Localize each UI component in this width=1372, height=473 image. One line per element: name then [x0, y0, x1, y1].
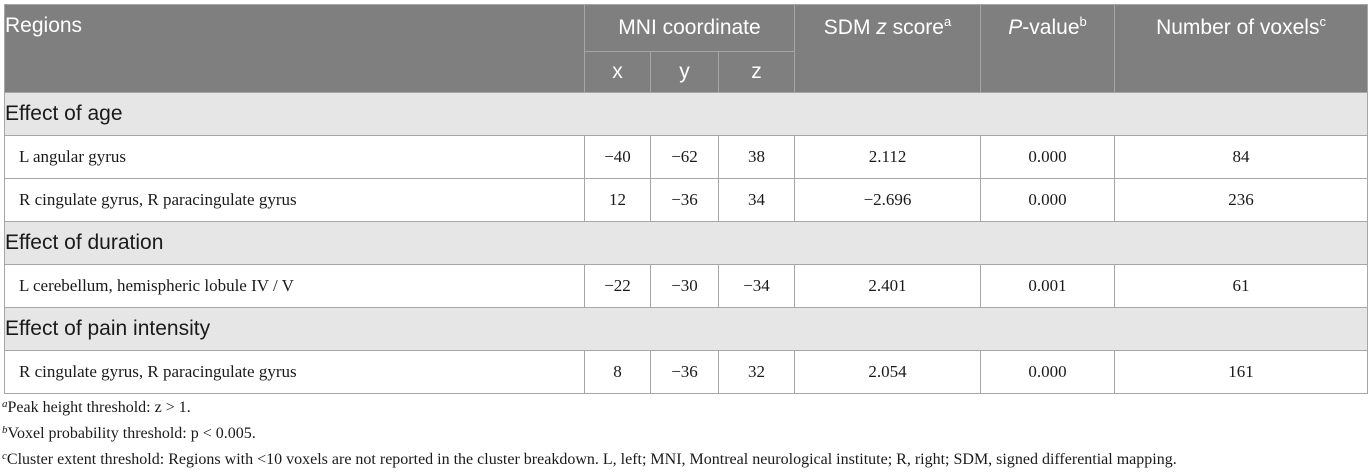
cell-x: −40: [584, 135, 651, 179]
cell-voxels: 236: [1114, 178, 1369, 222]
col-header-voxels: Number of voxelsc: [1114, 4, 1369, 93]
table-row: R cingulate gyrus, R paracingulate gyrus…: [4, 178, 1369, 222]
table-row: R cingulate gyrus, R paracingulate gyrus…: [4, 350, 1369, 394]
footnote-a: aPeak height threshold: z > 1.: [2, 398, 191, 416]
col-header-y: y: [650, 51, 719, 93]
col-header-regions: Regions: [4, 4, 585, 93]
cell-region: R cingulate gyrus, R paracingulate gyrus: [4, 178, 585, 222]
cell-y: −30: [650, 264, 719, 308]
cell-z: 38: [717, 135, 796, 179]
section-row: Effect of duration: [3, 221, 1369, 265]
section-title: Effect of age: [3, 92, 1369, 136]
table-row: L cerebellum, hemispheric lobule IV / V …: [4, 264, 1369, 308]
footnote-c: cCluster extent threshold: Regions with …: [2, 450, 1177, 468]
cell-y: −36: [650, 178, 719, 222]
col-header-pvalue: P-valueb: [980, 4, 1116, 93]
col-header-sdm: SDM z scorea: [794, 4, 982, 93]
cell-sdm: −2.696: [794, 178, 982, 222]
results-table: Regions MNI coordinate SDM z scorea P-va…: [3, 4, 1369, 394]
cell-voxels: 61: [1114, 264, 1369, 308]
section-title: Effect of pain intensity: [3, 307, 1369, 351]
cell-voxels: 84: [1114, 135, 1369, 179]
cell-x: 12: [584, 178, 651, 222]
col-header-mni: MNI coordinate: [583, 4, 796, 52]
cell-z: 34: [717, 178, 796, 222]
cell-y: −36: [650, 350, 719, 394]
cell-x: 8: [584, 350, 651, 394]
footnote-b: bVoxel probability threshold: p < 0.005.: [2, 424, 256, 442]
cell-y: −62: [650, 135, 719, 179]
cell-x: −22: [584, 264, 651, 308]
cell-sdm: 2.112: [794, 135, 982, 179]
cell-voxels: 161: [1114, 350, 1369, 394]
cell-region: L cerebellum, hemispheric lobule IV / V: [4, 264, 585, 308]
section-row: Effect of pain intensity: [3, 307, 1369, 351]
table-row: L angular gyrus −40 −62 38 2.112 0.000 8…: [4, 135, 1369, 179]
cell-p: 0.000: [980, 178, 1116, 222]
cell-p: 0.000: [980, 350, 1116, 394]
col-header-x: x: [584, 51, 651, 93]
cell-sdm: 2.401: [794, 264, 982, 308]
cell-p: 0.001: [980, 264, 1116, 308]
cell-region: L angular gyrus: [4, 135, 585, 179]
cell-sdm: 2.054: [794, 350, 982, 394]
cell-region: R cingulate gyrus, R paracingulate gyrus: [4, 350, 585, 394]
cell-z: −34: [717, 264, 796, 308]
col-header-z: z: [717, 51, 796, 93]
cell-z: 32: [717, 350, 796, 394]
section-row: Effect of age: [3, 92, 1369, 136]
section-title: Effect of duration: [3, 221, 1369, 265]
cell-p: 0.000: [980, 135, 1116, 179]
